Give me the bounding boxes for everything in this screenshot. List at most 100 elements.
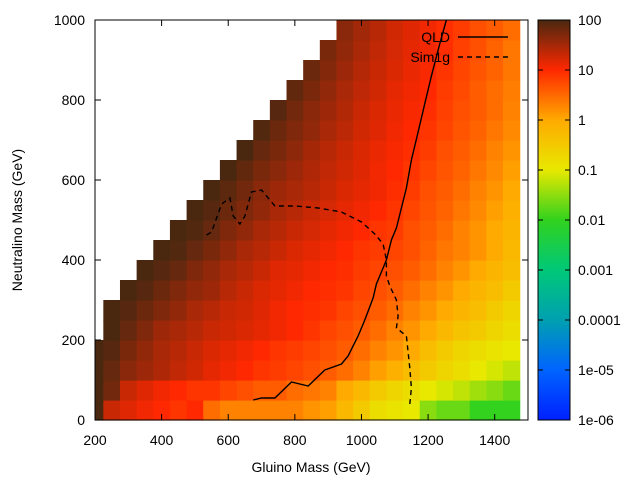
heatmap-cell [203, 400, 221, 421]
heatmap-cell [336, 260, 354, 281]
heatmap-cell [203, 220, 221, 241]
heatmap-cell [353, 240, 371, 261]
heatmap-cell [486, 40, 504, 61]
heatmap-cell [486, 300, 504, 321]
heatmap-cell [419, 180, 437, 201]
heatmap-cell [236, 320, 254, 341]
heatmap-cell [503, 160, 521, 181]
heatmap-cell [136, 300, 154, 321]
heatmap-cell [253, 300, 271, 321]
heatmap-cell [503, 20, 521, 41]
heatmap-cell [419, 260, 437, 281]
heatmap-cell [419, 120, 437, 141]
heatmap-cell [486, 140, 504, 161]
heatmap-cell [236, 400, 254, 421]
heatmap-cell [403, 140, 421, 161]
heatmap-cell [153, 360, 171, 381]
heatmap-cell [286, 100, 304, 121]
heatmap-cell [369, 40, 388, 61]
heatmap-cell [486, 100, 504, 121]
heatmap-cell [136, 360, 154, 381]
heatmap-cell [253, 220, 271, 241]
heatmap-cell [319, 80, 338, 101]
heatmap-cell [403, 260, 421, 281]
heatmap-cell [336, 300, 354, 321]
heatmap-cell [219, 360, 238, 381]
heatmap-cell [303, 260, 321, 281]
heatmap-cell [369, 340, 388, 361]
heatmap-cell [353, 380, 371, 401]
heatmap-cell [486, 320, 504, 341]
heatmap-cell [436, 160, 454, 181]
heatmap-cell [419, 40, 437, 61]
heatmap-cell [269, 280, 288, 301]
heatmap-cell [386, 320, 404, 341]
x-tick-label: 600 [217, 432, 241, 448]
heatmap-cell [236, 160, 254, 181]
heatmap-cell [286, 200, 304, 221]
heatmap-cell [419, 140, 437, 161]
heatmap-cell [236, 300, 254, 321]
heatmap-cell [219, 160, 238, 181]
heatmap-cell [419, 200, 437, 221]
heatmap-cell [219, 320, 238, 341]
heatmap-cell [453, 320, 471, 341]
legend-sim1g-label: Sim1g [410, 49, 450, 65]
heatmap-cell [253, 200, 271, 221]
heatmap-cell [386, 20, 404, 41]
heatmap-cell [203, 260, 221, 281]
heatmap-cell [336, 320, 354, 341]
heatmap-cell [269, 360, 288, 381]
heatmap-cell [403, 300, 421, 321]
heatmap-cell [136, 260, 154, 281]
heatmap-cell [336, 180, 354, 201]
heatmap-cell [369, 80, 388, 101]
y-tick-label: 600 [62, 172, 86, 188]
heatmap-cell [269, 180, 288, 201]
heatmap-cell [503, 100, 521, 121]
x-tick-label: 400 [150, 432, 174, 448]
x-axis-ticks: 200 400 600 800 1000 1200 1400 [83, 20, 510, 448]
heatmap-cell [286, 220, 304, 241]
heatmap-cell [436, 220, 454, 241]
heatmap-cell [136, 340, 154, 361]
heatmap-cell [386, 400, 404, 421]
heatmap-cell [419, 60, 437, 81]
heatmap-cell [369, 400, 388, 421]
heatmap-cell [503, 180, 521, 201]
heatmap-cell [386, 60, 404, 81]
heatmap-cell [169, 340, 188, 361]
heatmap-cell [469, 360, 487, 381]
heatmap-cell [503, 220, 521, 241]
heatmap-cell [136, 380, 154, 401]
heatmap-cell [453, 100, 471, 121]
heatmap-cell [203, 280, 221, 301]
heatmap-cell [286, 400, 304, 421]
heatmap-cell [286, 340, 304, 361]
heatmap-cell [503, 240, 521, 261]
heatmap-cell [303, 360, 321, 381]
heatmap-cell [403, 160, 421, 181]
heatmap-cell [253, 160, 271, 181]
heatmap-cell [103, 320, 121, 341]
heatmap-cell [186, 260, 204, 281]
heatmap-cell [286, 380, 304, 401]
heatmap-cell [236, 220, 254, 241]
heatmap-cell [469, 180, 487, 201]
heatmap-cell [353, 340, 371, 361]
x-tick-label: 1400 [479, 432, 510, 448]
heatmap-cell [503, 260, 521, 281]
heatmap-cell [336, 380, 354, 401]
heatmap-cell [203, 360, 221, 381]
heatmap-cell [469, 60, 487, 81]
x-tick-label: 800 [283, 432, 307, 448]
x-tick-label: 200 [83, 432, 107, 448]
heatmap-cell [95, 360, 104, 381]
colorbar-tick-label: 1e-05 [578, 362, 614, 378]
heatmap-cell [169, 220, 188, 241]
heatmap-cell [219, 300, 238, 321]
heatmap-cell [453, 300, 471, 321]
x-tick-label: 1200 [412, 432, 443, 448]
heatmap-cell [336, 100, 354, 121]
heatmap-cell [353, 360, 371, 381]
